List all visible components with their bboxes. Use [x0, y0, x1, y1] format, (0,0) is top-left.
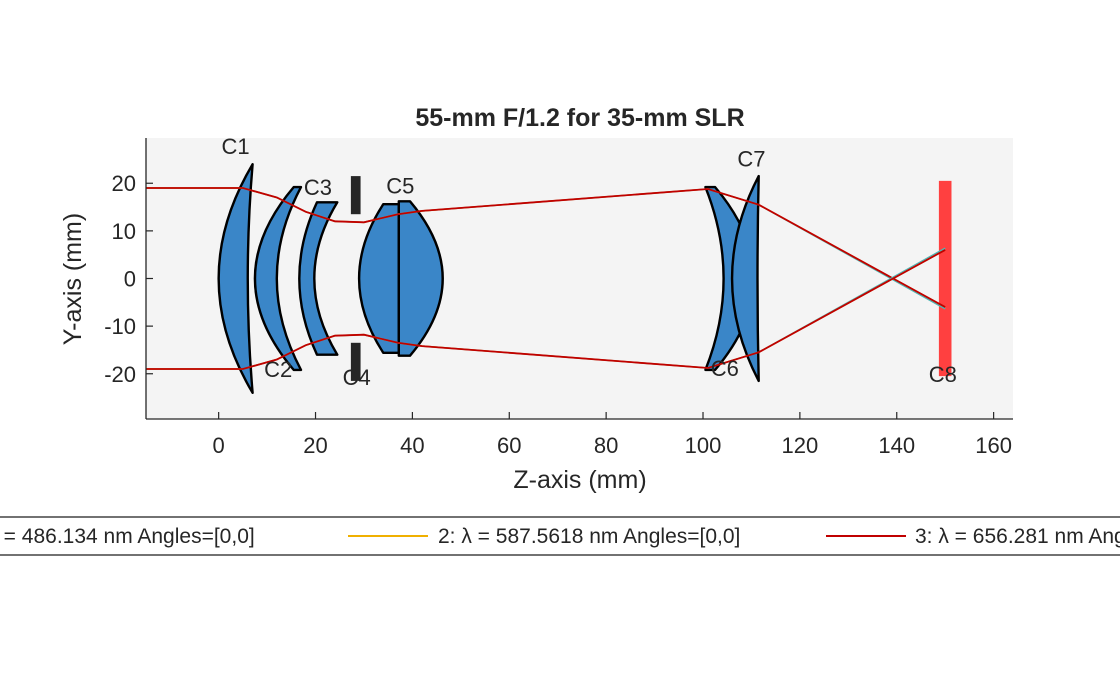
legend-entry-3: 3: λ = 656.281 nm Angles=[0,0] — [915, 525, 1120, 548]
component-label-c4: C4 — [343, 365, 371, 390]
legend-box — [0, 516, 1120, 556]
component-label-c1: C1 — [222, 134, 250, 159]
y-tick-label: 10 — [112, 219, 136, 244]
chart-title: 55-mm F/1.2 for 35-mm SLR — [415, 104, 744, 132]
stop-c4-lower — [350, 342, 361, 381]
x-tick-label: 60 — [497, 433, 521, 458]
ray-lower-3 — [146, 249, 946, 370]
stop-c4-upper — [350, 176, 361, 215]
legend: 1: λ = 486.134 nm Angles=[0,0] 2: λ = 58… — [0, 516, 1120, 556]
lens-c5a — [358, 203, 400, 354]
component-label-c2: C2 — [264, 357, 292, 382]
y-tick-label: 20 — [112, 171, 136, 196]
component-label-c7: C7 — [737, 146, 765, 171]
y-tick-label: -20 — [104, 362, 136, 387]
x-tick-label: 0 — [213, 433, 225, 458]
y-tick-label: 0 — [124, 267, 136, 292]
x-tick-label: 20 — [303, 433, 327, 458]
legend-entry-2: 2: λ = 587.5618 nm Angles=[0,0] — [438, 525, 740, 548]
legend-entry-1: 1: λ = 486.134 nm Angles=[0,0] — [0, 525, 255, 548]
x-tick-label: 100 — [685, 433, 722, 458]
lens-c3 — [298, 201, 339, 356]
ray-upper-3 — [146, 187, 946, 308]
image-plane-c8 — [938, 180, 952, 377]
x-tick-label: 120 — [782, 433, 819, 458]
x-tick-label: 80 — [594, 433, 618, 458]
component-label-c3: C3 — [304, 175, 332, 200]
lens-c2 — [253, 185, 303, 372]
component-label-c8: C8 — [929, 362, 957, 387]
component-label-c6: C6 — [711, 356, 739, 381]
ray-traces — [146, 187, 946, 370]
plot-area — [146, 138, 1013, 419]
lens-c1 — [217, 163, 254, 394]
y-tick-label: -10 — [104, 314, 136, 339]
component-labels: C1 C2 C3 C4 C5 C6 C7 C8 — [222, 134, 957, 390]
lens-c5b — [397, 200, 444, 357]
component-label-c5: C5 — [386, 174, 414, 199]
x-tick-label: 140 — [878, 433, 915, 458]
y-axis-label: Y-axis (mm) — [59, 213, 87, 345]
lens-elements — [217, 163, 952, 394]
x-tick-label: 40 — [400, 433, 424, 458]
lens-c7 — [730, 174, 760, 383]
x-axis-label: Z-axis (mm) — [513, 466, 646, 494]
x-tick-label: 160 — [975, 433, 1012, 458]
